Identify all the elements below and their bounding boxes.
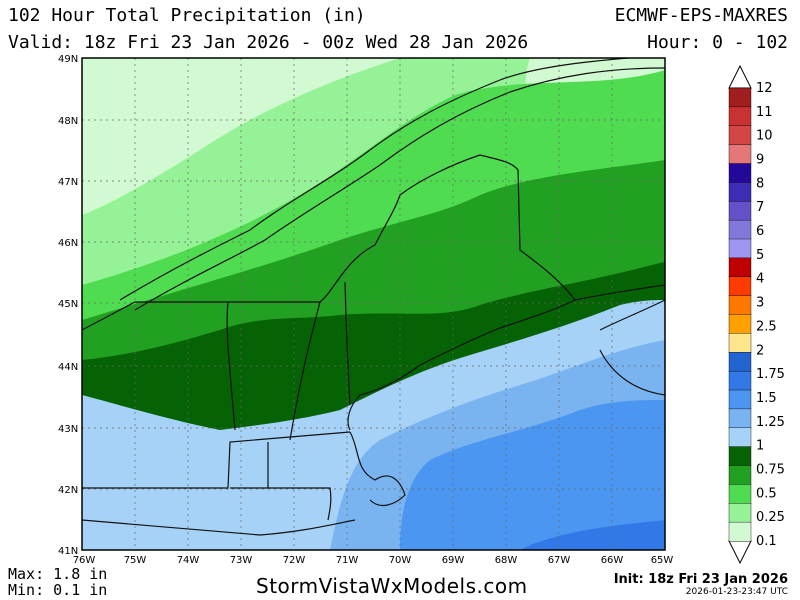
legend-label: 1 <box>756 439 764 454</box>
legend-swatch <box>728 465 752 485</box>
map-frame <box>81 57 666 551</box>
legend-label: 12 <box>756 81 773 96</box>
legend-label: 0.75 <box>756 463 785 478</box>
legend-swatch <box>728 408 752 429</box>
legend-label: 8 <box>756 176 764 191</box>
render-timestamp: 2026-01-23-23:47 UTC <box>685 587 788 597</box>
legend-label: 0.5 <box>756 486 777 501</box>
lat-lon-grid <box>82 58 665 550</box>
legend-label: 7 <box>756 200 764 215</box>
legend-label: 5 <box>756 248 764 263</box>
legend-swatch <box>728 352 752 372</box>
band-0-1 <box>82 58 400 215</box>
band-2-0 <box>520 520 665 550</box>
lon-label: 76W <box>73 555 96 566</box>
lon-label: 72W <box>283 555 306 566</box>
legend-swatch <box>728 144 752 165</box>
lon-label: 65W <box>651 555 674 566</box>
valid-period: Valid: 18z Fri 23 Jan 2026 - 00z Wed 28 … <box>8 32 529 53</box>
max-min-stats: Max: 1.8 in Min: 0.1 in <box>8 566 107 598</box>
legend-swatch <box>728 125 752 146</box>
legend-label: 2 <box>756 343 764 358</box>
legend-arrow-top <box>728 64 752 89</box>
lon-label: 66W <box>601 555 624 566</box>
lat-label: 44N <box>58 362 78 373</box>
legend-label: 0.1 <box>756 534 777 549</box>
lon-label: 74W <box>177 555 200 566</box>
brand-name: StormVistaWxModels.com <box>256 574 528 598</box>
legend-swatch <box>728 257 752 278</box>
latitude-labels: 49N 48N 47N 46N 45N 44N 43N 42N 41N <box>58 54 78 557</box>
legend-label: 6 <box>756 224 764 239</box>
color-legend: 12 11 10 9 8 7 6 5 4 3 2.5 2 1.75 1.5 1.25 1 0.75 0.5 0.25… <box>728 64 785 565</box>
legend-label: 10 <box>756 129 773 144</box>
legend-label: 11 <box>756 105 773 120</box>
legend-swatch <box>728 333 752 353</box>
lon-label: 70W <box>389 555 412 566</box>
legend-swatch <box>728 163 752 183</box>
lon-label: 71W <box>336 555 359 566</box>
legend-swatch <box>728 314 752 334</box>
lon-label: 67W <box>548 555 571 566</box>
legend-swatch <box>728 106 752 127</box>
lat-label: 47N <box>58 177 78 188</box>
legend-label: 1.5 <box>756 391 777 406</box>
legend-label: 4 <box>756 272 764 287</box>
max-value: Max: 1.8 in <box>8 565 108 583</box>
band-1-75 <box>400 400 665 550</box>
forecast-hour-range: Hour: 0 - 102 <box>647 32 788 53</box>
lon-label: 69W <box>442 555 465 566</box>
lat-label: 42N <box>58 485 78 496</box>
lat-label: 46N <box>58 238 78 249</box>
lon-label: 68W <box>495 555 518 566</box>
legend-swatch <box>728 427 752 448</box>
longitude-labels: 76W 75W 74W 73W 72W 71W 70W 69W 68W 67W … <box>73 555 674 566</box>
legend-arrow-bottom <box>728 540 752 565</box>
legend-swatch <box>728 182 752 202</box>
legend-label: 2.5 <box>756 319 777 334</box>
legend-swatch <box>728 370 752 391</box>
legend-swatch <box>728 276 752 297</box>
lat-label: 49N <box>58 54 78 65</box>
precip-field <box>82 58 665 550</box>
boundaries <box>82 58 665 536</box>
legend-label: 0.25 <box>756 510 785 525</box>
min-value: Min: 0.1 in <box>8 581 108 599</box>
legend-swatch <box>728 238 752 259</box>
legend-swatch <box>728 295 752 316</box>
legend-swatch <box>728 389 752 410</box>
legend-swatch <box>728 503 752 523</box>
legend-swatch <box>728 87 752 108</box>
legend-label: 1.25 <box>756 415 785 430</box>
lat-label: 48N <box>58 116 78 127</box>
lat-label: 43N <box>58 424 78 435</box>
map-title: 102 Hour Total Precipitation (in) <box>8 5 366 26</box>
lat-label: 41N <box>58 546 78 557</box>
legend-swatch <box>728 484 752 504</box>
lon-label: 73W <box>230 555 253 566</box>
lat-label: 45N <box>58 299 78 310</box>
legend-swatch <box>728 219 752 240</box>
legend-swatch <box>728 201 752 221</box>
model-name: ECMWF-EPS-MAXRES <box>614 5 788 26</box>
lon-label: 75W <box>124 555 147 566</box>
legend-label: 9 <box>756 153 764 168</box>
legend-label: 3 <box>756 296 764 311</box>
legend-swatch <box>728 521 752 542</box>
legend-label: 1.75 <box>756 367 785 382</box>
legend-swatch <box>728 446 752 467</box>
init-time: Init: 18z Fri 23 Jan 2026 <box>613 572 788 587</box>
